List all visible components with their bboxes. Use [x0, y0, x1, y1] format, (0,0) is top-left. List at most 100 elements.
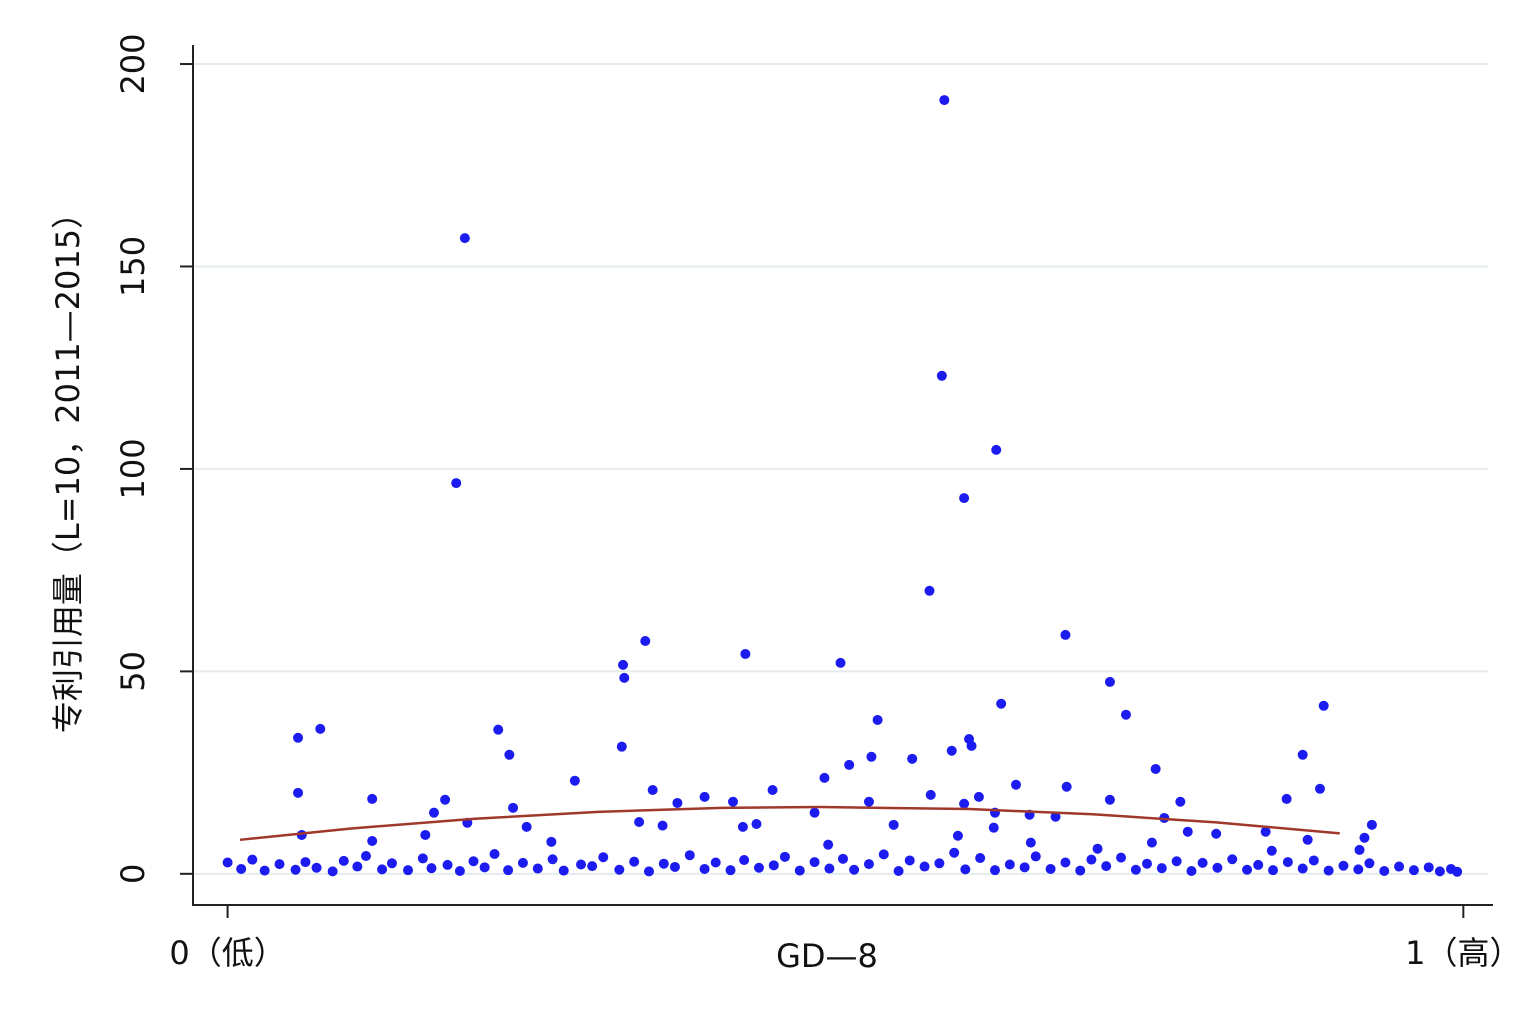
point — [247, 854, 258, 865]
point — [809, 807, 820, 818]
point — [866, 751, 877, 762]
point — [315, 723, 326, 734]
point — [1227, 854, 1238, 865]
point — [710, 857, 721, 868]
point — [629, 856, 640, 867]
point — [699, 863, 710, 874]
point — [1061, 781, 1072, 792]
point — [699, 791, 710, 802]
point — [657, 820, 668, 831]
point — [794, 865, 805, 876]
point — [952, 830, 963, 841]
point — [934, 858, 945, 869]
point — [1030, 851, 1041, 862]
point — [1101, 861, 1112, 872]
point — [1120, 709, 1131, 720]
point — [367, 836, 378, 847]
x-tick-label: 0（低） — [169, 934, 285, 972]
point — [1297, 863, 1308, 874]
point — [907, 753, 918, 764]
point — [1104, 676, 1115, 687]
point — [1141, 858, 1152, 869]
point — [878, 849, 889, 860]
point — [1282, 857, 1293, 868]
point — [1130, 864, 1141, 875]
point — [753, 862, 764, 873]
point — [1338, 860, 1349, 871]
point — [377, 864, 388, 875]
point — [489, 848, 500, 859]
point — [1323, 865, 1334, 876]
point — [1318, 700, 1329, 711]
point — [767, 785, 778, 796]
point — [996, 698, 1007, 709]
point — [508, 802, 519, 813]
y-tick-label: 50 — [114, 651, 152, 692]
point — [1011, 779, 1022, 790]
point — [669, 861, 680, 872]
point — [616, 741, 627, 752]
point — [960, 864, 971, 875]
point — [1086, 854, 1097, 865]
point — [236, 863, 247, 874]
point — [991, 444, 1002, 455]
point — [1308, 855, 1319, 866]
point — [1171, 856, 1182, 867]
point — [838, 853, 848, 864]
point — [739, 855, 750, 866]
point — [946, 745, 957, 756]
point — [1408, 865, 1419, 876]
point — [420, 829, 431, 840]
point — [532, 863, 543, 874]
point — [546, 836, 557, 847]
point — [468, 856, 479, 867]
point — [737, 821, 748, 832]
point — [426, 863, 437, 874]
point — [442, 859, 453, 870]
point — [493, 724, 504, 735]
point — [966, 740, 977, 751]
y-tick-label: 0 — [114, 864, 152, 884]
y-tick-label: 150 — [114, 236, 152, 297]
point — [904, 855, 915, 866]
point — [863, 859, 874, 870]
point — [1092, 843, 1103, 854]
point — [587, 861, 598, 872]
point — [939, 95, 950, 106]
point — [459, 233, 470, 244]
point — [672, 797, 683, 808]
point — [849, 864, 860, 875]
point — [823, 839, 834, 850]
point — [598, 852, 609, 863]
point — [479, 862, 490, 873]
point — [352, 861, 363, 872]
point — [1366, 819, 1377, 830]
point — [311, 862, 322, 873]
point — [1302, 834, 1313, 845]
point — [725, 865, 736, 876]
point — [1266, 845, 1277, 856]
point — [989, 865, 1000, 876]
point — [1268, 865, 1279, 876]
point — [503, 865, 514, 876]
point — [1060, 857, 1071, 868]
point — [1182, 826, 1193, 837]
point — [975, 853, 986, 864]
point — [338, 855, 349, 866]
point — [504, 749, 515, 760]
point — [293, 732, 304, 743]
point — [824, 863, 835, 874]
point — [658, 858, 669, 869]
point — [290, 864, 301, 875]
point — [872, 714, 883, 725]
point — [386, 858, 397, 869]
point — [1075, 865, 1086, 876]
point — [728, 796, 739, 807]
point — [521, 821, 532, 832]
point — [936, 370, 947, 381]
point — [1364, 858, 1375, 869]
point — [619, 672, 630, 683]
point — [1060, 629, 1071, 640]
point — [1242, 864, 1253, 875]
